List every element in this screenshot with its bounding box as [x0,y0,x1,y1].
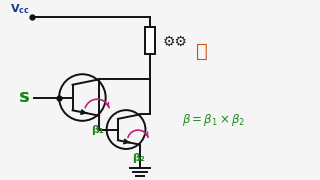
Text: $\mathbf{V_{cc}}$: $\mathbf{V_{cc}}$ [10,2,29,16]
Text: β₁: β₁ [92,125,104,135]
Text: ⧖: ⧖ [196,42,208,61]
Text: S: S [20,91,30,105]
Text: β₂: β₂ [132,153,145,163]
Bar [146,27,155,54]
Text: $\beta = \beta_1 \times \beta_2$: $\beta = \beta_1 \times \beta_2$ [182,112,246,128]
Text: S: S [19,91,29,105]
Text: ⚙⚙: ⚙⚙ [163,35,188,49]
